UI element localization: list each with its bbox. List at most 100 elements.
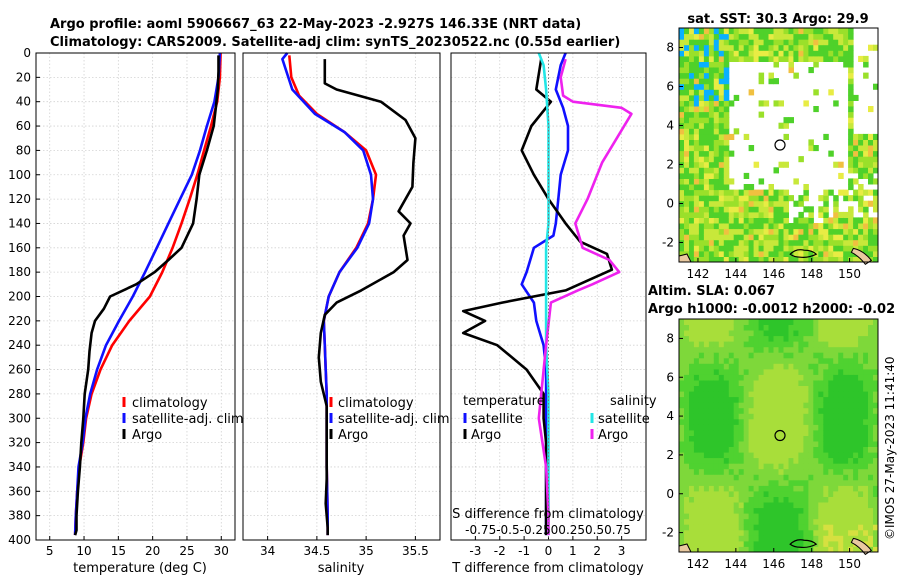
heatmap-cell	[698, 83, 705, 90]
heatmap-cell	[828, 234, 834, 241]
heatmap-cell	[793, 380, 799, 386]
heatmap-cell	[848, 374, 854, 381]
heatmap-cell	[868, 502, 874, 509]
heatmap-cell	[813, 228, 819, 235]
heatmap-cell	[679, 485, 685, 492]
heatmap-cell	[833, 435, 839, 442]
heatmap-cell	[768, 28, 774, 35]
heatmap-cell	[703, 374, 710, 381]
heatmap-cell	[833, 330, 839, 337]
heatmap-cell	[853, 178, 859, 185]
heatmap-cell	[763, 234, 770, 241]
heatmap-cell	[788, 546, 794, 553]
heatmap-cell	[848, 234, 854, 241]
heatmap-cell	[679, 28, 685, 35]
heatmap-cell	[743, 529, 750, 536]
heatmap-cell	[703, 83, 710, 90]
heatmap-cell	[818, 44, 824, 51]
heatmap-cell	[773, 407, 779, 414]
heatmap-cell	[818, 324, 824, 331]
heatmap-cell	[743, 502, 750, 509]
heatmap-cell	[863, 330, 869, 337]
heatmap-cell	[718, 111, 725, 118]
heatmap-cell	[803, 402, 809, 409]
heatmap-cell	[758, 211, 765, 218]
heatmap-cell	[748, 535, 755, 542]
heatmap-cell	[833, 546, 839, 553]
heatmap-cell	[843, 479, 849, 486]
heatmap-cell	[843, 524, 849, 531]
heatmap-cell	[698, 430, 705, 436]
heatmap-cell	[689, 111, 695, 118]
heatmap-cell	[783, 435, 789, 442]
heatmap-cell	[753, 485, 760, 492]
heatmap-cell	[863, 211, 869, 218]
heatmap-cell	[798, 330, 804, 337]
heatmap-cell	[708, 78, 715, 85]
heatmap-cell	[828, 430, 834, 436]
heatmap-cell	[698, 441, 705, 447]
heatmap-cell	[703, 357, 710, 364]
heatmap-cell	[689, 145, 695, 152]
heatmap-cell	[708, 172, 715, 179]
heatmap-cell	[748, 195, 755, 202]
heatmap-cell	[853, 341, 859, 348]
heatmap-cell	[703, 223, 710, 230]
heatmap-cell	[763, 518, 770, 525]
heatmap-cell	[848, 128, 854, 135]
heatmap-cell	[713, 50, 720, 57]
heatmap-cell	[689, 39, 695, 46]
heatmap-cell	[798, 524, 804, 531]
heatmap-cell	[728, 55, 735, 62]
heatmap-cell	[763, 391, 770, 398]
heatmap-cell	[848, 150, 854, 157]
heatmap-cell	[788, 67, 794, 74]
heatmap-cell	[773, 250, 779, 257]
heatmap-cell	[708, 435, 715, 442]
heatmap-cell	[843, 352, 849, 359]
heatmap-cell	[703, 94, 710, 101]
heatmap-cell	[679, 89, 685, 96]
heatmap-cell	[798, 402, 804, 409]
y-tick-label: 340	[8, 460, 31, 474]
heatmap-cell	[679, 223, 685, 230]
heatmap-cell	[748, 33, 755, 40]
heatmap-cell	[728, 223, 735, 230]
heatmap-cell	[723, 61, 730, 68]
heatmap-cell	[743, 133, 750, 140]
heatmap-cell	[823, 206, 829, 213]
heatmap-cell	[718, 94, 725, 101]
heatmap-cell	[808, 44, 814, 51]
heatmap-cell	[778, 368, 784, 375]
heatmap-cell	[778, 441, 784, 447]
heatmap-cell	[758, 474, 765, 481]
heatmap-cell	[823, 189, 829, 196]
heatmap-cell	[823, 457, 829, 464]
heatmap-cell	[853, 407, 859, 414]
heatmap-cell	[828, 457, 834, 464]
heatmap-cell	[828, 228, 834, 235]
heatmap-cell	[738, 341, 745, 348]
heatmap-cell	[828, 250, 834, 257]
heatmap-cell	[763, 189, 770, 196]
heatmap-cell	[723, 407, 730, 414]
heatmap-cell	[823, 402, 829, 409]
heatmap-cell	[713, 346, 720, 353]
heatmap-cell	[708, 61, 715, 68]
heatmap-cell	[763, 33, 770, 40]
heatmap-cell	[808, 211, 814, 218]
heatmap-cell	[713, 518, 720, 525]
coastline	[850, 537, 873, 556]
heatmap-cell	[679, 407, 685, 414]
heatmap-cell	[693, 352, 700, 359]
heatmap-cell	[843, 446, 849, 453]
heatmap-cell	[838, 518, 844, 525]
heatmap-cell	[808, 496, 814, 503]
heatmap-cell	[689, 435, 695, 442]
heatmap-cell	[758, 335, 765, 342]
heatmap-cell	[823, 540, 829, 547]
heatmap-cell	[838, 346, 844, 353]
heatmap-cell	[684, 145, 690, 152]
heatmap-cell	[738, 407, 745, 414]
heatmap-cell	[679, 128, 685, 135]
